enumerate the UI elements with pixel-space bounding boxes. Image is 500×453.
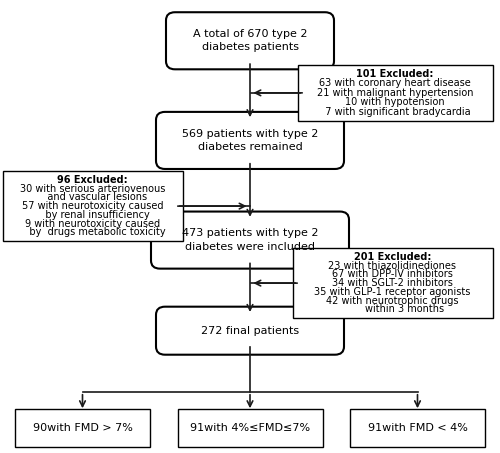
FancyBboxPatch shape — [166, 12, 334, 69]
Text: 101 Excluded:: 101 Excluded: — [356, 69, 434, 79]
FancyBboxPatch shape — [350, 409, 485, 448]
Text: 473 patients with type 2
diabetes were included: 473 patients with type 2 diabetes were i… — [182, 228, 318, 252]
Text: 10 with hypotension: 10 with hypotension — [345, 97, 445, 107]
Text: 67 with DPP-IV inhibitors: 67 with DPP-IV inhibitors — [332, 270, 453, 280]
FancyBboxPatch shape — [292, 248, 492, 318]
Text: 201 Excluded:: 201 Excluded: — [354, 252, 431, 262]
Text: 90with FMD > 7%: 90with FMD > 7% — [32, 423, 132, 433]
FancyBboxPatch shape — [156, 112, 344, 169]
Text: 63 with coronary heart disease: 63 with coronary heart disease — [319, 78, 471, 88]
FancyBboxPatch shape — [2, 171, 182, 241]
Text: 91with 4%≤FMD≤7%: 91with 4%≤FMD≤7% — [190, 423, 310, 433]
Text: 42 with neurotrophic drugs: 42 with neurotrophic drugs — [326, 296, 459, 306]
Text: within 3 months: within 3 months — [340, 304, 444, 314]
Text: and vascular lesions: and vascular lesions — [38, 193, 147, 202]
FancyBboxPatch shape — [298, 65, 492, 121]
FancyBboxPatch shape — [178, 409, 322, 448]
FancyBboxPatch shape — [156, 307, 344, 355]
Text: 96 Excluded:: 96 Excluded: — [57, 175, 128, 185]
Text: 34 with SGLT-2 inhibitors: 34 with SGLT-2 inhibitors — [332, 278, 453, 288]
Text: 569 patients with type 2
diabetes remained: 569 patients with type 2 diabetes remain… — [182, 129, 318, 152]
Text: 57 with neurotoxicity caused: 57 with neurotoxicity caused — [22, 201, 163, 211]
Text: 7 with significant bradycardia: 7 with significant bradycardia — [319, 107, 471, 117]
Text: by  drugs metabolic toxicity: by drugs metabolic toxicity — [20, 227, 166, 237]
FancyBboxPatch shape — [15, 409, 150, 448]
FancyBboxPatch shape — [151, 212, 349, 269]
Text: 35 with GLP-1 receptor agonists: 35 with GLP-1 receptor agonists — [314, 287, 470, 297]
Text: A total of 670 type 2
diabetes patients: A total of 670 type 2 diabetes patients — [193, 29, 307, 53]
Text: by renal insufficiency: by renal insufficiency — [36, 210, 150, 220]
Text: 23 with thiazolidinediones: 23 with thiazolidinediones — [328, 260, 456, 270]
Text: 21 with malignant hypertension: 21 with malignant hypertension — [317, 88, 473, 98]
Text: 91with FMD < 4%: 91with FMD < 4% — [368, 423, 468, 433]
Text: 30 with serious arteriovenous: 30 with serious arteriovenous — [20, 183, 165, 193]
Text: 9 with neurotoxicity caused: 9 with neurotoxicity caused — [25, 219, 160, 229]
Text: 272 final patients: 272 final patients — [201, 326, 299, 336]
